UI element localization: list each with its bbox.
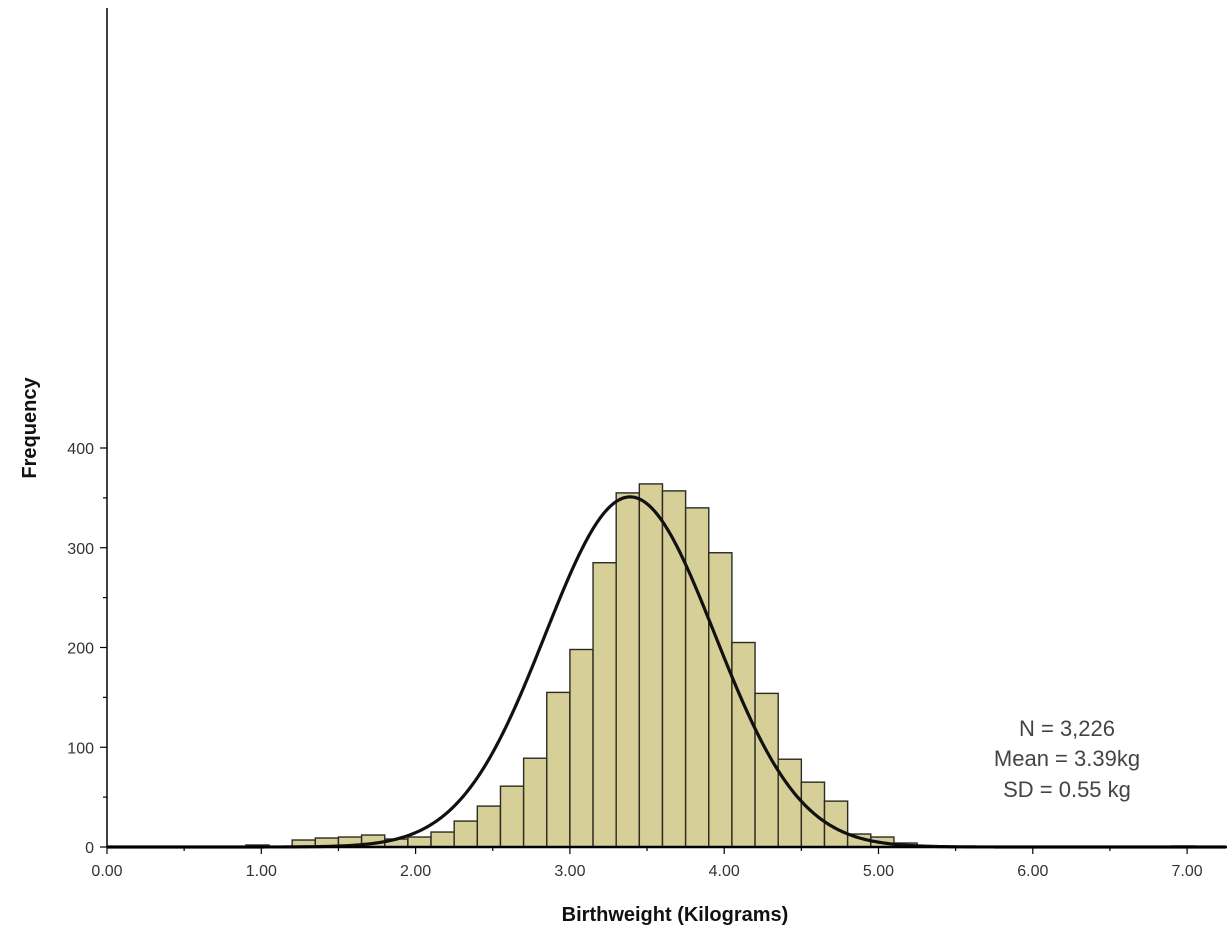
y-tick-label: 0 <box>85 840 94 857</box>
x-tick-label: 0.00 <box>91 863 122 880</box>
histogram-bar <box>708 552 733 848</box>
stats-mean: Mean = 3.39kg <box>994 746 1140 771</box>
histogram-bar <box>453 820 479 848</box>
histogram-bar <box>476 805 502 848</box>
x-tick-label: 3.00 <box>554 863 585 880</box>
x-tick-label: 7.00 <box>1172 863 1203 880</box>
histogram-bar <box>615 492 641 848</box>
y-tick-label: 400 <box>67 441 94 458</box>
histogram-bar <box>522 757 548 848</box>
histogram-bar <box>546 691 571 848</box>
histogram-bar <box>754 692 779 848</box>
histogram-bar <box>569 648 594 848</box>
histogram-bar <box>661 490 687 848</box>
histogram-bar <box>684 507 710 848</box>
stats-sd: SD = 0.55 kg <box>1003 777 1131 802</box>
x-axis-title: Birthweight (Kilograms) <box>562 904 789 926</box>
x-tick-label: 6.00 <box>1017 863 1048 880</box>
histogram-bar <box>407 836 432 848</box>
y-axis-ticks: 0 100 200 300 400 <box>67 441 107 857</box>
stats-n: N = 3,226 <box>1019 716 1115 741</box>
y-tick-label: 200 <box>67 641 94 658</box>
stats-annotation: N = 3,226 Mean = 3.39kg SD = 0.55 kg <box>994 716 1140 802</box>
x-tick-label: 5.00 <box>863 863 894 880</box>
x-axis-ticks: 0.00 1.00 2.00 3.00 4.00 5.00 6.00 7.00 <box>91 847 1203 880</box>
y-tick-label: 300 <box>67 541 94 558</box>
x-tick-label: 4.00 <box>709 863 740 880</box>
histogram-bar <box>430 831 455 848</box>
histogram-bar <box>731 641 756 848</box>
histogram-bar <box>777 758 803 848</box>
histogram-bar <box>638 483 664 848</box>
histogram-bar <box>499 785 525 848</box>
bars-layer <box>245 483 1196 848</box>
histogram-bar <box>592 562 617 848</box>
y-axis-title: Frequency <box>19 377 41 479</box>
y-tick-label: 100 <box>67 740 94 757</box>
x-tick-label: 2.00 <box>400 863 431 880</box>
x-tick-label: 1.00 <box>246 863 277 880</box>
